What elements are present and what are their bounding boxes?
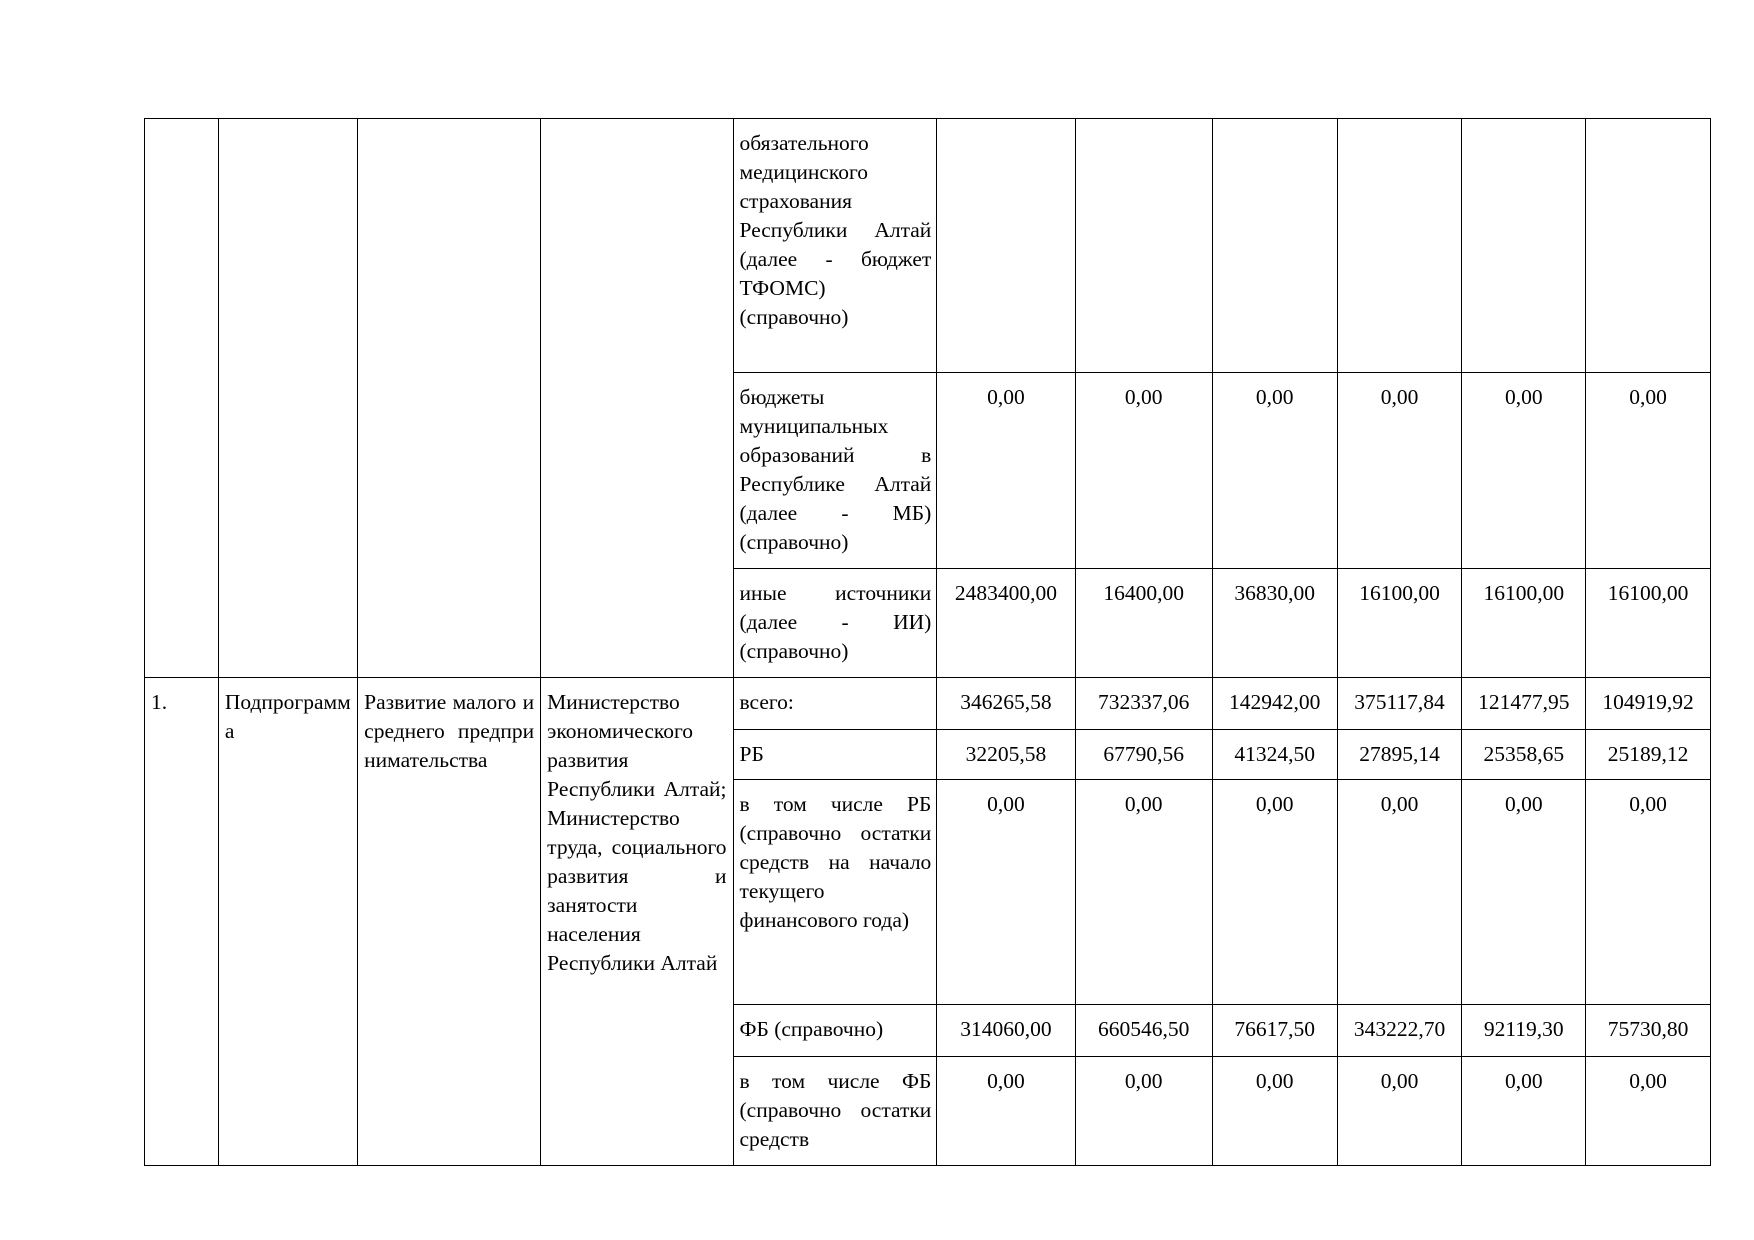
funding-source-label: иные источники (далее - ИИ) (справочно) bbox=[732, 568, 938, 678]
amount-cell: 0,00 bbox=[936, 779, 1076, 1005]
row-number: 1. bbox=[144, 677, 219, 1166]
funding-source-label: РБ bbox=[732, 729, 938, 780]
table-row: бюджеты муниципальных образований в Респ… bbox=[145, 372, 1711, 569]
funding-source-label: в том числе РБ (справочно остатки средст… bbox=[732, 779, 938, 1005]
amount-cell: 142942,00 bbox=[1211, 677, 1338, 730]
amount-cell: 67790,56 bbox=[1074, 729, 1213, 780]
amount-cell: 732337,06 bbox=[1074, 677, 1213, 730]
amount-cell: 0,00 bbox=[936, 372, 1076, 569]
empty-cell bbox=[217, 118, 359, 678]
amount-cell: 36830,00 bbox=[1211, 568, 1338, 678]
amount-cell: 0,00 bbox=[1336, 1056, 1463, 1166]
amount-cell: 104919,92 bbox=[1585, 677, 1711, 730]
table-row: в том числе РБ (справочно остатки средст… bbox=[145, 779, 1711, 1005]
empty-cell bbox=[357, 118, 542, 678]
amount-cell: 314060,00 bbox=[936, 1004, 1076, 1057]
table-row: РБ 32205,58 67790,56 41324,50 27895,14 25358,… bbox=[145, 729, 1711, 780]
amount-cell: 2483400,00 bbox=[936, 568, 1076, 678]
amount-cell bbox=[936, 118, 1076, 373]
amount-cell: 0,00 bbox=[936, 1056, 1076, 1166]
amount-cell bbox=[1585, 118, 1711, 373]
table-row: 1. Подпрограмма Развитие малого и среднего… bbox=[144, 677, 1711, 1166]
amount-cell: 346265,58 bbox=[936, 677, 1076, 730]
table-row: в том числе ФБ (справочно остатки средст… bbox=[145, 1056, 1711, 1166]
amount-cell bbox=[1211, 118, 1338, 373]
amount-cell: 16100,00 bbox=[1585, 568, 1711, 678]
amount-cell: 25358,65 bbox=[1461, 729, 1587, 780]
amount-cell: 0,00 bbox=[1211, 1056, 1338, 1166]
responsible-executor: Министерство экономического развития Рес… bbox=[540, 677, 734, 1166]
amount-cell: 41324,50 bbox=[1211, 729, 1338, 780]
amount-cell: 0,00 bbox=[1585, 779, 1711, 1005]
amount-cell: 16100,00 bbox=[1336, 568, 1463, 678]
amount-cell: 16400,00 bbox=[1074, 568, 1213, 678]
amount-cell: 0,00 bbox=[1585, 372, 1711, 569]
amount-cell bbox=[1336, 118, 1463, 373]
funding-source-label: в том числе ФБ (справочно остатки средст… bbox=[732, 1056, 938, 1166]
amount-cell: 0,00 bbox=[1211, 779, 1338, 1005]
amount-cell bbox=[1461, 118, 1587, 373]
amount-cell: 92119,30 bbox=[1461, 1004, 1587, 1057]
amount-cell: 75730,80 bbox=[1585, 1004, 1711, 1057]
funding-source-label: обязательного медицинского страхования Р… bbox=[732, 118, 938, 373]
funding-source-label: всего: bbox=[732, 677, 938, 730]
subprogram-type: Подпрограмма bbox=[217, 677, 359, 1166]
table-row: иные источники (далее - ИИ) (справочно) 2… bbox=[145, 568, 1711, 678]
amount-cell: 0,00 bbox=[1336, 779, 1463, 1005]
amount-cell: 343222,70 bbox=[1336, 1004, 1463, 1057]
subprogram-name: Развитие малого и среднего предпринимате… bbox=[357, 677, 542, 1166]
amount-cell: 32205,58 bbox=[936, 729, 1076, 780]
amount-cell: 375117,84 bbox=[1336, 677, 1463, 730]
funding-source-label: бюджеты муниципальных образований в Респ… bbox=[732, 372, 938, 569]
amount-cell: 0,00 bbox=[1074, 1056, 1213, 1166]
funding-source-label: ФБ (справочно) bbox=[732, 1004, 938, 1057]
amount-cell: 0,00 bbox=[1461, 372, 1587, 569]
empty-cell bbox=[540, 118, 734, 678]
empty-cell bbox=[144, 118, 219, 678]
amount-cell: 0,00 bbox=[1585, 1056, 1711, 1166]
amount-cell: 0,00 bbox=[1461, 779, 1587, 1005]
table-row: обязательного медицинского страхования Р… bbox=[144, 118, 1711, 678]
amount-cell bbox=[1074, 118, 1213, 373]
amount-cell: 16100,00 bbox=[1461, 568, 1587, 678]
amount-cell: 27895,14 bbox=[1336, 729, 1463, 780]
amount-cell: 0,00 bbox=[1074, 372, 1213, 569]
amount-cell: 25189,12 bbox=[1585, 729, 1711, 780]
funding-table: обязательного медицинского страхования Р… bbox=[144, 118, 1711, 1166]
amount-cell: 76617,50 bbox=[1211, 1004, 1338, 1057]
amount-cell: 0,00 bbox=[1461, 1056, 1587, 1166]
amount-cell: 660546,50 bbox=[1074, 1004, 1213, 1057]
table-row: ФБ (справочно) 314060,00 660546,50 76617,50… bbox=[145, 1004, 1711, 1057]
amount-cell: 121477,95 bbox=[1461, 677, 1587, 730]
amount-cell: 0,00 bbox=[1074, 779, 1213, 1005]
amount-cell: 0,00 bbox=[1336, 372, 1463, 569]
amount-cell: 0,00 bbox=[1211, 372, 1338, 569]
